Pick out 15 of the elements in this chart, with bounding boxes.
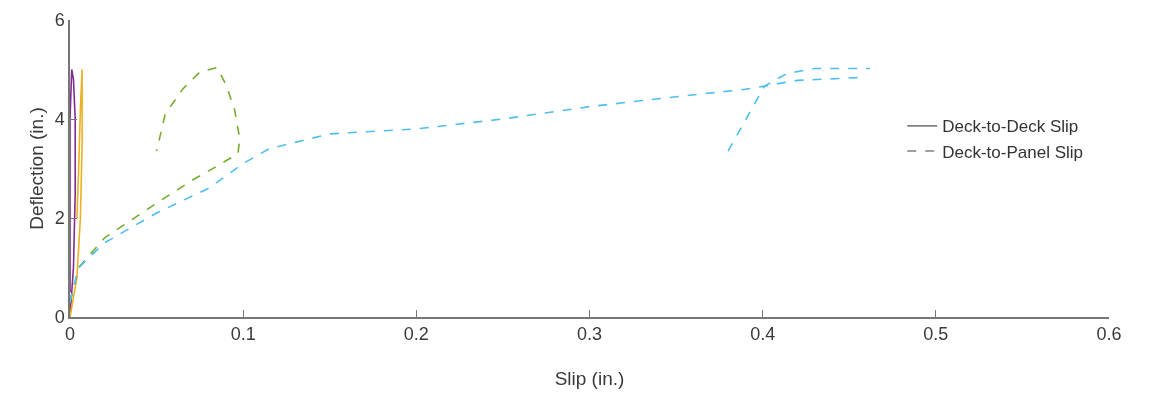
legend-label: Deck-to-Deck Slip (942, 117, 1079, 137)
x-tick-label: 0.6 (1096, 324, 1122, 345)
line-series (70, 68, 83, 317)
x-tick-label: 0.3 (576, 324, 603, 345)
legend-label: Deck-to-Panel Slip (942, 142, 1083, 162)
y-tick-label: 4 (54, 109, 65, 130)
x-tick-label: 0.1 (230, 324, 256, 345)
x-tick-label: 0.4 (750, 324, 776, 345)
y-tick-label: 6 (54, 10, 65, 31)
x-tick-label: 0.2 (403, 324, 429, 345)
y-tick-label: 2 (54, 208, 65, 229)
y-tick-label: 0 (54, 307, 65, 328)
x-axis-title: Slip (in.) (554, 367, 625, 389)
x-tick-label: 0.5 (923, 324, 949, 345)
y-axis-title: Deflection (in.) (25, 107, 47, 230)
